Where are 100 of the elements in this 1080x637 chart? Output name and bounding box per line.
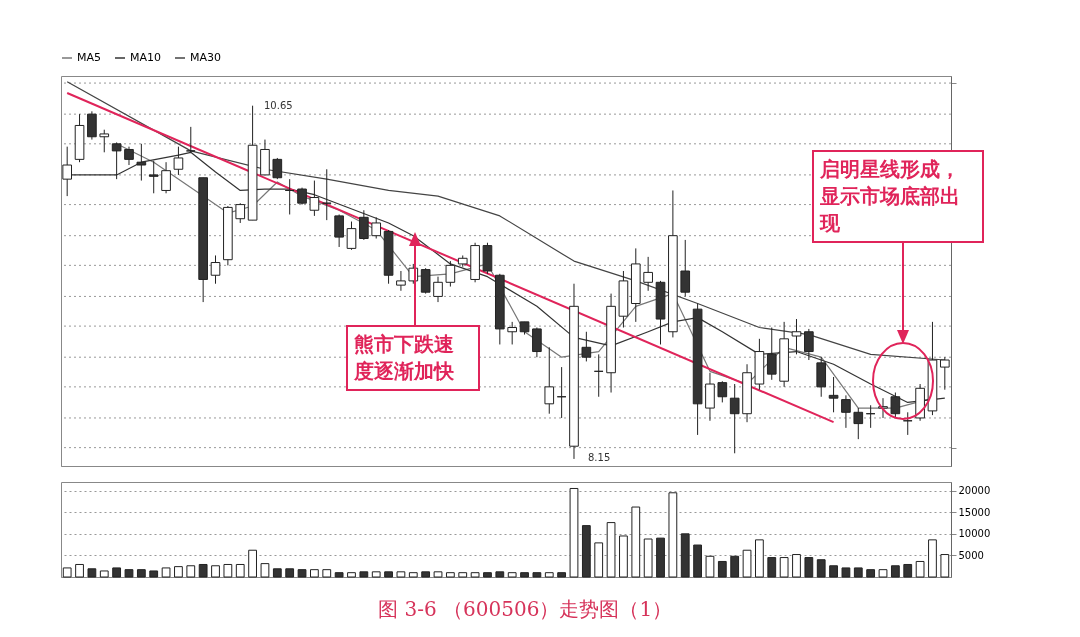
bar: [445, 572, 455, 578]
bar: [544, 572, 554, 578]
bar: [334, 572, 344, 578]
candlestick: [581, 331, 592, 362]
y-tick-label: 5000: [958, 549, 984, 561]
candlestick: [729, 383, 740, 454]
candlestick: [841, 394, 851, 429]
bar: [928, 539, 937, 578]
bar: [124, 569, 134, 578]
candlestick: [396, 270, 406, 292]
candlestick: [210, 254, 221, 285]
bar: [99, 570, 109, 578]
candlestick: [828, 376, 839, 413]
bar: [62, 567, 72, 578]
candlestick: [420, 267, 431, 295]
candlestick: [853, 407, 864, 440]
bar: [557, 572, 567, 578]
legend-label: MA5: [77, 51, 102, 64]
candlestick: [680, 239, 691, 297]
candlestick: [359, 209, 369, 241]
bar: [903, 563, 913, 578]
bar: [705, 555, 715, 578]
candlestick: [532, 327, 542, 358]
bar: [384, 571, 393, 578]
candlestick: [161, 161, 171, 194]
y-tick-label: 20000: [958, 485, 991, 497]
bar: [421, 571, 431, 578]
bar: [211, 565, 220, 578]
candlestick: [309, 180, 320, 217]
bar: [433, 571, 443, 578]
candlestick: [371, 216, 382, 239]
bar: [730, 555, 740, 578]
bar: [915, 560, 925, 578]
candlestick: [62, 146, 73, 197]
bar: [136, 569, 146, 578]
y-tick-label: 15000: [958, 506, 991, 518]
bar: [668, 492, 678, 578]
bar: [198, 563, 208, 578]
candlestick: [148, 160, 159, 194]
candlestick: [173, 146, 184, 176]
bar: [235, 563, 245, 578]
bar: [581, 525, 591, 578]
bar: [742, 549, 752, 578]
candlestick: [717, 380, 728, 403]
bar: [186, 565, 196, 578]
legend-label: MA30: [190, 51, 222, 64]
bar: [792, 554, 801, 578]
bar: [347, 572, 356, 578]
bar: [755, 539, 764, 578]
bar: [643, 538, 653, 578]
bar: [248, 549, 257, 578]
candlestick: [272, 157, 283, 180]
bar: [853, 567, 863, 578]
bar: [520, 572, 529, 578]
annotation: 10.65: [264, 100, 293, 111]
candlestick: [334, 213, 344, 248]
bar: [866, 569, 876, 578]
bar: [174, 566, 183, 578]
candlestick: [99, 129, 110, 153]
bar: [371, 571, 381, 578]
bar: [680, 533, 690, 578]
bar: [507, 572, 517, 578]
bar: [483, 572, 492, 578]
bar: [149, 570, 159, 578]
candlestick: [804, 328, 814, 361]
candlestick: [124, 146, 134, 166]
bar: [87, 568, 97, 578]
bar: [322, 569, 332, 578]
candlestick: [507, 321, 518, 345]
candlestick: [445, 260, 456, 288]
candlestick: [791, 318, 802, 355]
bar: [829, 565, 838, 578]
bar: [804, 557, 814, 578]
candlestick: [87, 110, 97, 141]
bar: [260, 563, 270, 578]
bar: [890, 565, 900, 578]
bar: [359, 571, 369, 578]
bar: [272, 568, 282, 578]
bar: [470, 572, 480, 578]
annotation: 熊市下跌速度逐渐加快: [346, 325, 480, 391]
bar: [619, 535, 628, 578]
bar: [112, 567, 122, 578]
text: 图 3-6 （600506）走势图（1）: [378, 597, 673, 621]
bar: [767, 557, 777, 578]
candlestick: [544, 346, 555, 415]
bar: [396, 571, 406, 578]
bar: [223, 563, 233, 578]
bar: [458, 572, 468, 578]
bar: [285, 568, 295, 578]
bar: [408, 572, 418, 578]
bar: [495, 571, 505, 578]
bar: [940, 554, 950, 578]
candlestick: [235, 202, 246, 224]
bar: [717, 560, 727, 578]
candlestick: [346, 221, 357, 251]
bar: [816, 559, 826, 578]
bar: [594, 542, 604, 578]
bar: [878, 569, 888, 578]
bar: [631, 506, 641, 578]
legend-label: MA10: [130, 51, 162, 64]
